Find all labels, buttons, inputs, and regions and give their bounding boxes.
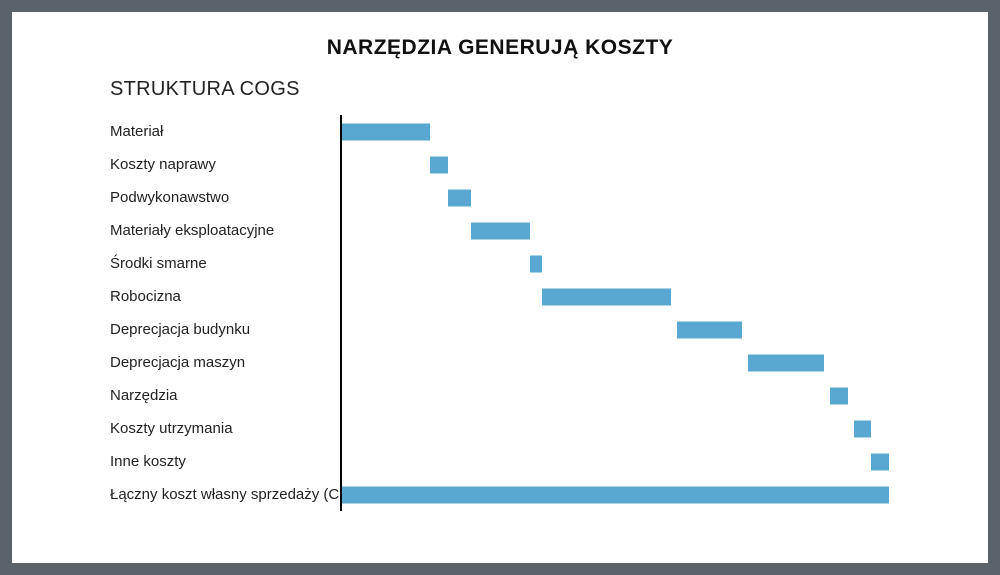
chart-row: Narzędzia: [110, 379, 930, 412]
row-label: Inne koszty: [110, 453, 340, 470]
row-label: Koszty utrzymania: [110, 420, 340, 437]
row-label: Materiał: [110, 123, 340, 140]
row-label: Koszty naprawy: [110, 156, 340, 173]
plot-area: [340, 115, 930, 148]
chart-row: Koszty naprawy: [110, 148, 930, 181]
chart-row: Koszty utrzymania: [110, 412, 930, 445]
chart-row: Środki smarne: [110, 247, 930, 280]
waterfall-chart: Materiał Koszty naprawy Podwykonawstwo Mate…: [110, 115, 930, 511]
plot-area: [340, 379, 930, 412]
bar-segment: [530, 255, 542, 272]
bar-segment: [854, 420, 872, 437]
chart-row: Materiały eksploatacyjne: [110, 214, 930, 247]
bar-segment: [542, 288, 671, 305]
plot-area: [340, 478, 930, 511]
chart-row: Deprecjacja budynku: [110, 313, 930, 346]
row-label: Materiały eksploatacyjne: [110, 222, 340, 239]
plot-area: [340, 313, 930, 346]
chart-row: Łączny koszt własny sprzedaży (COGS): [110, 478, 930, 511]
bar-segment: [471, 222, 530, 239]
bar-segment: [677, 321, 742, 338]
row-label: Narzędzia: [110, 387, 340, 404]
row-label: Środki smarne: [110, 255, 340, 272]
page-title: NARZĘDZIA GENERUJĄ KOSZTY: [52, 36, 948, 60]
row-label: Podwykonawstwo: [110, 189, 340, 206]
chart-row: Robocizna: [110, 280, 930, 313]
plot-area: [340, 148, 930, 181]
row-label: Robocizna: [110, 288, 340, 305]
bar-segment: [748, 354, 824, 371]
row-label: Deprecjacja budynku: [110, 321, 340, 338]
slide-panel: NARZĘDZIA GENERUJĄ KOSZTY STRUKTURA COGS…: [12, 12, 988, 563]
plot-area: [340, 280, 930, 313]
plot-area: [340, 445, 930, 478]
row-label: Deprecjacja maszyn: [110, 354, 340, 371]
chart-row: Podwykonawstwo: [110, 181, 930, 214]
bar-segment: [448, 189, 472, 206]
plot-area: [340, 412, 930, 445]
bar-segment: [871, 453, 889, 470]
chart-subtitle: STRUKTURA COGS: [110, 78, 948, 101]
chart-row: Inne koszty: [110, 445, 930, 478]
bar-segment: [430, 156, 448, 173]
bar-segment: [830, 387, 848, 404]
row-label: Łączny koszt własny sprzedaży (COGS): [110, 486, 340, 503]
bar-segment: [342, 123, 430, 140]
plot-area: [340, 346, 930, 379]
bar-segment: [342, 486, 889, 503]
plot-area: [340, 214, 930, 247]
chart-row: Materiał: [110, 115, 930, 148]
plot-area: [340, 247, 930, 280]
plot-area: [340, 181, 930, 214]
chart-row: Deprecjacja maszyn: [110, 346, 930, 379]
